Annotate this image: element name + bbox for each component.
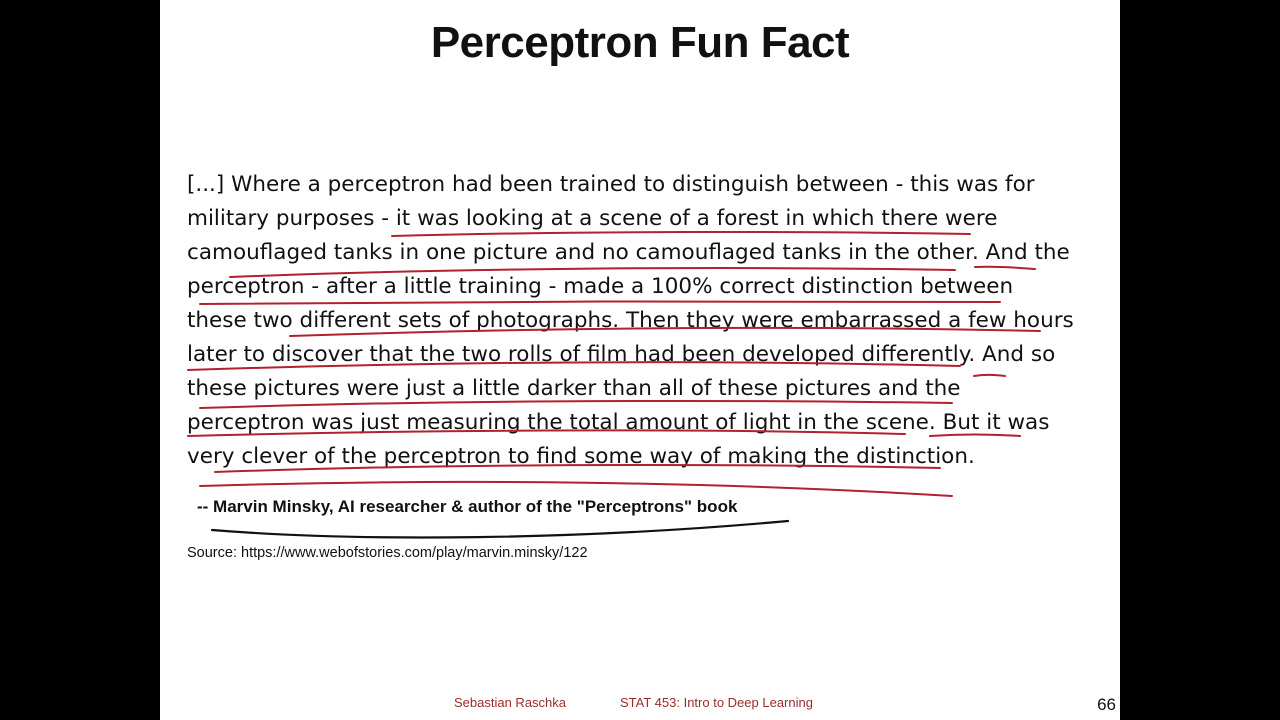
underline-annotation — [199, 480, 953, 497]
underline-annotation — [210, 519, 790, 539]
quote-line: these two different sets of photographs.… — [187, 308, 1074, 333]
quote-line: later to discover that the two rolls of … — [187, 342, 1056, 367]
footer-author: Sebastian Raschka — [454, 695, 567, 710]
quote-line: perceptron - after a little training - m… — [187, 274, 1014, 299]
footer-course: STAT 453: Intro to Deep Learning — [620, 695, 813, 710]
quote-line: these pictures were just a little darker… — [187, 376, 961, 401]
quote-attribution: -- Marvin Minsky, AI researcher & author… — [197, 497, 738, 516]
quote-line: camouflaged tanks in one picture and no … — [187, 240, 1070, 265]
slide-title: Perceptron Fun Fact — [430, 18, 850, 67]
minsky-quote: [...] Where a perceptron had been traine… — [187, 168, 1074, 474]
quote-line: [...] Where a perceptron had been traine… — [187, 172, 1035, 197]
quote-line: military purposes - it was looking at a … — [187, 206, 998, 231]
source-link-text: Source: https://www.webofstories.com/pla… — [187, 545, 588, 561]
quote-line: perceptron was just measuring the total … — [187, 410, 1050, 435]
page-number: 66 — [1097, 695, 1116, 714]
quote-line: very clever of the perceptron to find so… — [187, 444, 975, 469]
slide: Perceptron Fun Fact [...] Where a percep… — [160, 0, 1120, 720]
